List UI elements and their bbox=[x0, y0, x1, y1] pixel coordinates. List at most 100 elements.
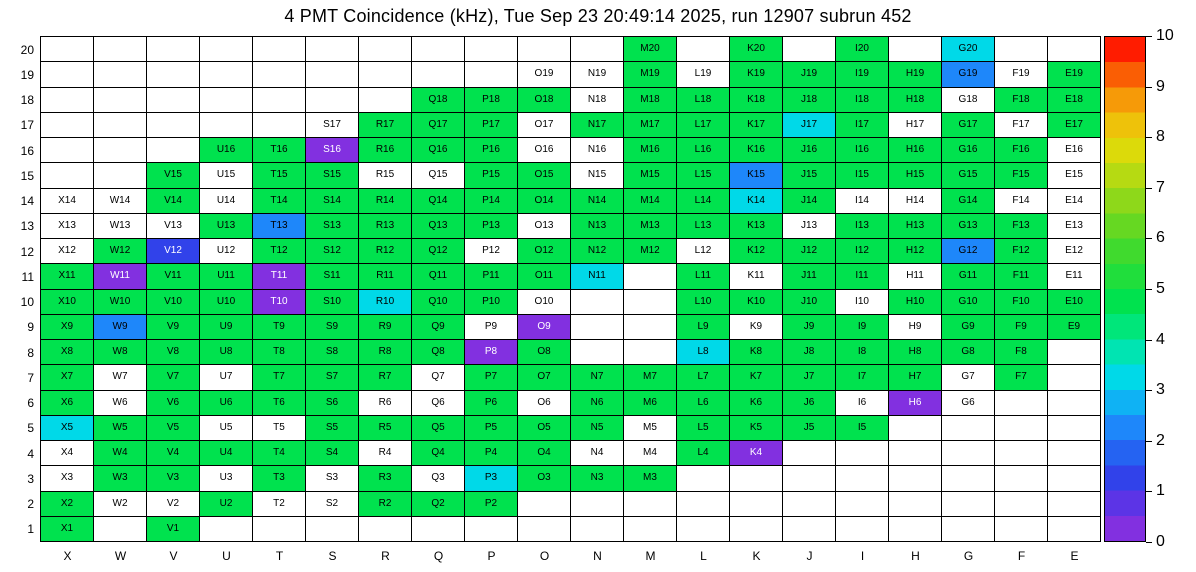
cell-empty bbox=[41, 62, 94, 88]
cell-F8: F8 bbox=[995, 340, 1048, 366]
cell-S8: S8 bbox=[306, 340, 359, 366]
cell-K4: K4 bbox=[730, 441, 783, 467]
cell-W8: W8 bbox=[94, 340, 147, 366]
cell-L7: L7 bbox=[677, 365, 730, 391]
x-tick-label-L: L bbox=[700, 549, 707, 563]
cell-U7: U7 bbox=[200, 365, 253, 391]
cell-I6: I6 bbox=[836, 390, 889, 416]
cell-empty bbox=[359, 516, 412, 542]
cell-empty bbox=[253, 62, 306, 88]
cell-R17: R17 bbox=[359, 112, 412, 138]
cell-J6: J6 bbox=[783, 390, 836, 416]
cell-empty bbox=[783, 491, 836, 517]
cell-U15: U15 bbox=[200, 163, 253, 189]
cell-empty bbox=[995, 516, 1048, 542]
cell-empty bbox=[995, 415, 1048, 441]
cell-empty bbox=[518, 516, 571, 542]
cell-W14: W14 bbox=[94, 188, 147, 214]
cell-G15: G15 bbox=[942, 163, 995, 189]
cell-empty bbox=[518, 37, 571, 63]
cell-X1: X1 bbox=[41, 516, 94, 542]
cell-Q2: Q2 bbox=[412, 491, 465, 517]
cell-U11: U11 bbox=[200, 264, 253, 290]
cell-empty bbox=[1048, 365, 1101, 391]
cell-P12: P12 bbox=[465, 239, 518, 265]
cell-P7: P7 bbox=[465, 365, 518, 391]
cell-R7: R7 bbox=[359, 365, 412, 391]
cell-O7: O7 bbox=[518, 365, 571, 391]
cell-R15: R15 bbox=[359, 163, 412, 189]
cell-empty bbox=[94, 62, 147, 88]
cell-P9: P9 bbox=[465, 314, 518, 340]
cell-empty bbox=[147, 87, 200, 113]
cell-L17: L17 bbox=[677, 112, 730, 138]
y-tick-label-14: 14 bbox=[20, 194, 34, 209]
cell-L13: L13 bbox=[677, 213, 730, 239]
x-tick-label-K: K bbox=[752, 549, 761, 563]
cell-F16: F16 bbox=[995, 138, 1048, 164]
colorbar-tickmark bbox=[1146, 289, 1152, 290]
cell-empty bbox=[465, 516, 518, 542]
y-tick-label-13: 13 bbox=[20, 219, 34, 234]
cell-empty bbox=[41, 138, 94, 164]
cell-J8: J8 bbox=[783, 340, 836, 366]
cell-O18: O18 bbox=[518, 87, 571, 113]
y-tick-label-18: 18 bbox=[20, 93, 34, 108]
cell-W7: W7 bbox=[94, 365, 147, 391]
cell-N15: N15 bbox=[571, 163, 624, 189]
cell-S2: S2 bbox=[306, 491, 359, 517]
cell-I15: I15 bbox=[836, 163, 889, 189]
cell-Q12: Q12 bbox=[412, 239, 465, 265]
cell-R9: R9 bbox=[359, 314, 412, 340]
cell-I17: I17 bbox=[836, 112, 889, 138]
colorbar-tickmark bbox=[1146, 339, 1152, 341]
cell-L12: L12 bbox=[677, 239, 730, 265]
cell-S16: S16 bbox=[306, 138, 359, 164]
cell-V15: V15 bbox=[147, 163, 200, 189]
colorbar bbox=[1104, 36, 1146, 542]
cell-M13: M13 bbox=[624, 213, 677, 239]
cell-E18: E18 bbox=[1048, 87, 1101, 113]
cell-empty bbox=[1048, 441, 1101, 467]
cell-V6: V6 bbox=[147, 390, 200, 416]
cell-J18: J18 bbox=[783, 87, 836, 113]
cell-V7: V7 bbox=[147, 365, 200, 391]
y-tick-label-11: 11 bbox=[21, 269, 34, 284]
cell-V14: V14 bbox=[147, 188, 200, 214]
cell-T3: T3 bbox=[253, 466, 306, 492]
cell-O15: O15 bbox=[518, 163, 571, 189]
cell-L14: L14 bbox=[677, 188, 730, 214]
cell-E19: E19 bbox=[1048, 62, 1101, 88]
chart-title: 4 PMT Coincidence (kHz), Tue Sep 23 20:4… bbox=[284, 6, 912, 26]
cell-R16: R16 bbox=[359, 138, 412, 164]
cell-empty bbox=[1048, 516, 1101, 542]
x-tick-label-N: N bbox=[593, 549, 602, 563]
cell-E10: E10 bbox=[1048, 289, 1101, 315]
cell-Q9: Q9 bbox=[412, 314, 465, 340]
x-tick-label-R: R bbox=[381, 549, 390, 563]
cell-S9: S9 bbox=[306, 314, 359, 340]
cell-U9: U9 bbox=[200, 314, 253, 340]
cell-X5: X5 bbox=[41, 415, 94, 441]
colorbar-tick-label-4: 4 bbox=[1156, 330, 1165, 348]
cell-empty bbox=[889, 516, 942, 542]
cell-M18: M18 bbox=[624, 87, 677, 113]
cell-empty bbox=[995, 37, 1048, 63]
cell-empty bbox=[41, 37, 94, 63]
y-tick-label-17: 17 bbox=[20, 118, 34, 133]
cell-empty bbox=[889, 466, 942, 492]
cell-empty bbox=[942, 415, 995, 441]
cell-N19: N19 bbox=[571, 62, 624, 88]
cell-empty bbox=[889, 37, 942, 63]
cell-M7: M7 bbox=[624, 365, 677, 391]
cell-L19: L19 bbox=[677, 62, 730, 88]
cell-empty bbox=[624, 264, 677, 290]
cell-T6: T6 bbox=[253, 390, 306, 416]
cell-empty bbox=[836, 516, 889, 542]
cell-I5: I5 bbox=[836, 415, 889, 441]
cell-R12: R12 bbox=[359, 239, 412, 265]
cell-N16: N16 bbox=[571, 138, 624, 164]
colorbar-tick-label-9: 9 bbox=[1156, 77, 1165, 95]
cell-S14: S14 bbox=[306, 188, 359, 214]
